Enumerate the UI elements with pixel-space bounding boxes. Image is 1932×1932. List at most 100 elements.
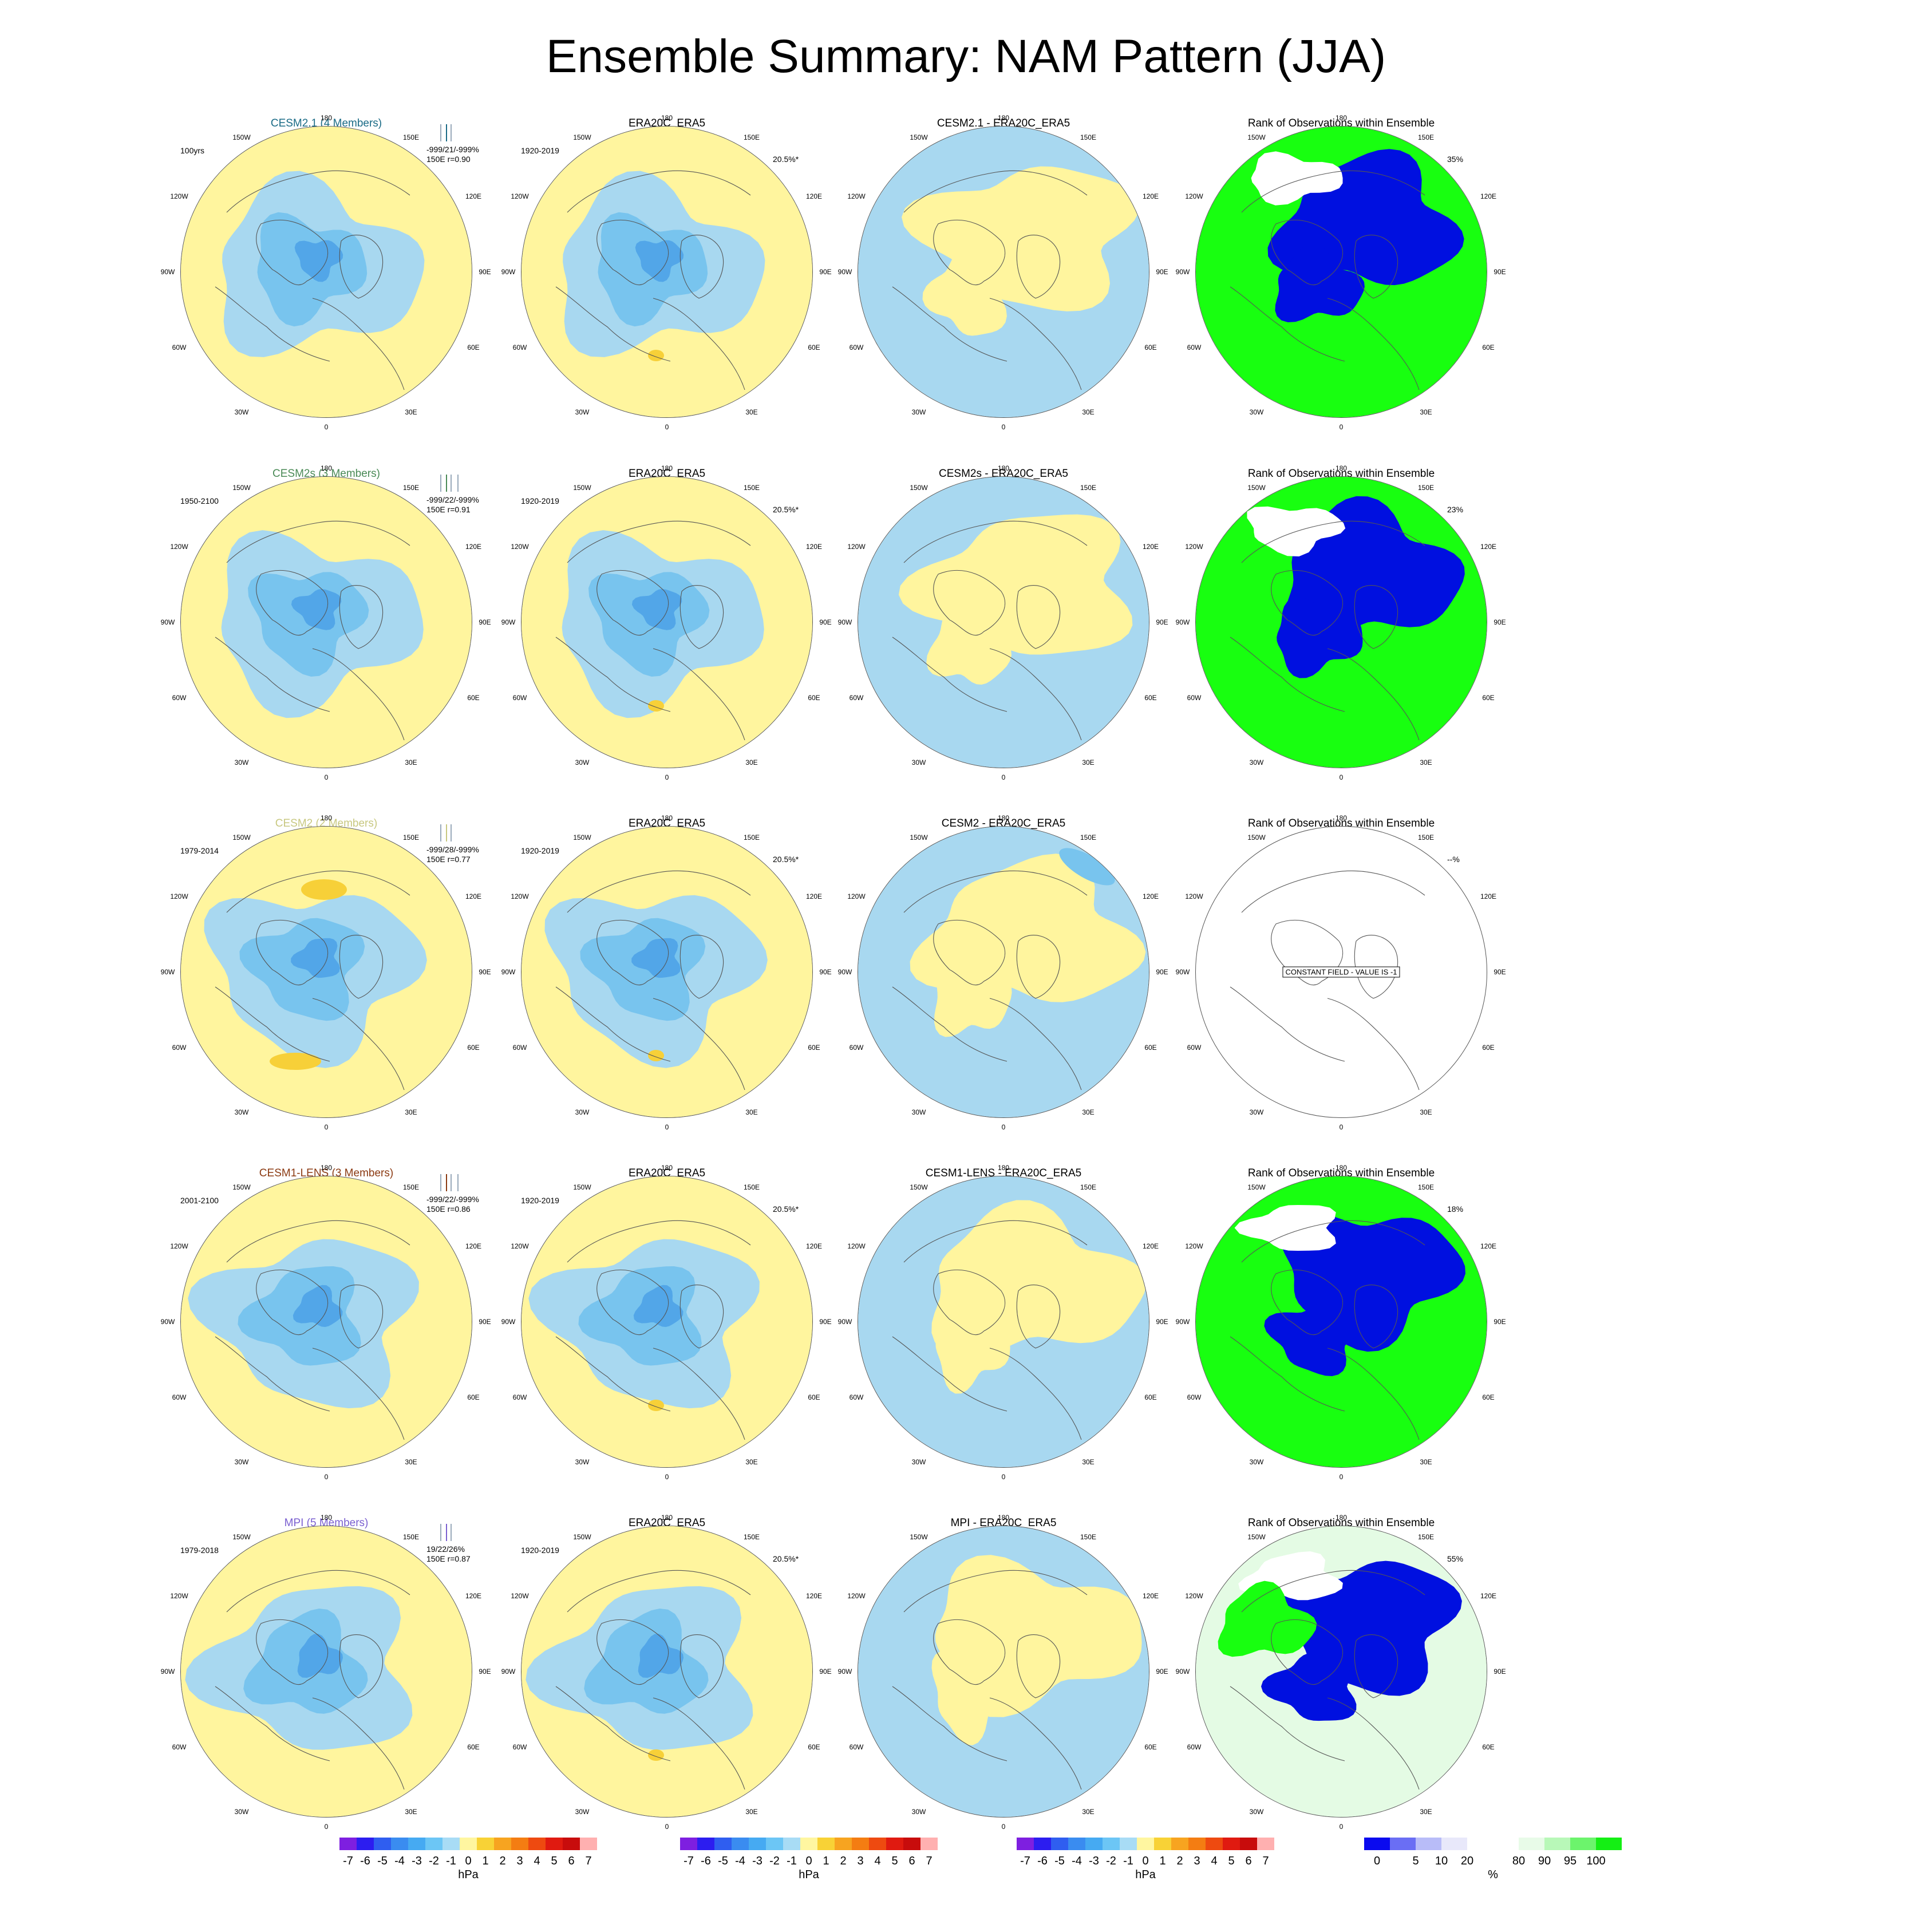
longitude-label-mid-lower-left: 60W	[512, 1743, 527, 1751]
negative-region-core	[633, 1285, 683, 1327]
colorbar-swatch	[1570, 1838, 1596, 1850]
coastline-2	[312, 998, 405, 1091]
longitude-label-mid-lower-right: 60E	[1482, 1044, 1495, 1052]
stats-variance-line: 19/22/26%	[426, 1544, 465, 1554]
coastline-2	[989, 1348, 1082, 1440]
longitude-label-left: 90W	[1175, 268, 1190, 276]
field-map	[1230, 870, 1425, 1091]
stats-variance-line: -999/21/-999%	[426, 145, 479, 154]
colorbar-swatch	[1519, 1838, 1544, 1850]
colorbar-swatch	[714, 1838, 732, 1850]
longitude-label-left: 90W	[501, 1668, 516, 1676]
longitude-label-mid-upper-left: 120W	[847, 1242, 866, 1250]
coastline-2	[312, 298, 405, 390]
longitude-label-top: 180	[997, 1164, 1010, 1172]
coastline-4	[1230, 986, 1345, 1062]
map-disc-diff	[858, 1526, 1149, 1818]
panel-title-model: CESM2 (2 Members)	[275, 817, 378, 829]
colorbar-tick-label: 7	[585, 1855, 592, 1867]
longitude-label-mid-upper-right: 120E	[805, 892, 823, 900]
coastline-3	[903, 870, 1088, 913]
positive-region-pole	[931, 1650, 1013, 1745]
colorbar-swatch	[835, 1838, 852, 1850]
longitude-label-upper-left: 150W	[573, 484, 591, 492]
coastline-2	[989, 998, 1082, 1091]
longitude-label-mid-upper-right: 120E	[465, 1242, 482, 1250]
colorbar-unit: hPa	[458, 1868, 479, 1881]
rank-mid-region	[1251, 151, 1343, 206]
longitude-label-bottom: 0	[665, 1123, 669, 1131]
colorbar-tick-label: -3	[1089, 1855, 1099, 1867]
longitude-label-mid-lower-right: 60E	[1144, 694, 1157, 702]
coastline-3	[1241, 170, 1425, 213]
colorbar-swatch	[800, 1838, 817, 1850]
longitude-label-top: 180	[997, 814, 1010, 822]
map-disc-rank	[1195, 1526, 1487, 1818]
longitude-label-mid-lower-left: 60W	[172, 694, 187, 702]
coastline-3	[226, 870, 410, 913]
rank-high-patch	[1218, 1581, 1317, 1657]
longitude-label-mid-lower-right: 60E	[1144, 1044, 1157, 1052]
longitude-label-upper-right: 150E	[402, 484, 420, 492]
panel-title-model: CESM2.1 (4 Members)	[270, 117, 382, 129]
colorbar-swatch	[1240, 1838, 1257, 1850]
colorbar-swatch	[1223, 1838, 1240, 1850]
negative-region-core	[635, 240, 684, 282]
longitude-label-upper-left: 150W	[573, 1183, 591, 1191]
colorbar-tick-label: 0	[1142, 1855, 1149, 1867]
field-map	[858, 1526, 1149, 1817]
rug-tick	[440, 1524, 441, 1541]
longitude-label-right: 90E	[479, 968, 491, 976]
colorbar-tick-label: 1	[482, 1855, 489, 1867]
longitude-label-left: 90W	[501, 268, 516, 276]
longitude-label-mid-lower-left: 60W	[849, 1044, 864, 1052]
coastline-4	[555, 1336, 671, 1412]
longitude-label-upper-left: 150W	[1247, 133, 1266, 141]
field-map	[858, 477, 1149, 768]
longitude-label-mid-upper-left: 120W	[511, 192, 529, 200]
colorbar-tick-label: -4	[1072, 1855, 1082, 1867]
longitude-label-lower-left: 30W	[1249, 758, 1264, 767]
coastline-0	[1271, 219, 1343, 286]
longitude-label-right: 90E	[479, 268, 491, 276]
coastline-3	[226, 1570, 410, 1613]
rank-mid-region	[1234, 1205, 1336, 1251]
model-stats: -999/21/-999% 150E r=0.90	[426, 145, 479, 164]
coastline-3	[567, 520, 751, 563]
coastline-0	[256, 570, 328, 636]
colorbar-tick-label: -4	[735, 1855, 745, 1867]
colorbar-swatch	[1257, 1838, 1274, 1850]
longitude-label-lower-left: 30W	[234, 1458, 249, 1466]
rug-tick	[446, 1524, 447, 1541]
coastline-0	[596, 1619, 669, 1685]
longitude-label-mid-lower-left: 60W	[1187, 1743, 1202, 1751]
colorbar-tick-label: -3	[412, 1855, 422, 1867]
longitude-label-upper-left: 150W	[232, 133, 251, 141]
colorbar-swatch	[920, 1838, 938, 1850]
colorbar-swatch	[1416, 1838, 1441, 1850]
longitude-label-mid-upper-left: 120W	[847, 1592, 866, 1600]
rank-low-region-pole	[1275, 244, 1365, 322]
panel-title-rank: Rank of Observations within Ensemble	[1247, 1517, 1435, 1529]
negative-region-core	[293, 1285, 343, 1327]
coastline-2	[312, 1348, 405, 1440]
coastline-1	[679, 235, 724, 299]
negative-region-core	[291, 588, 342, 630]
longitude-label-left: 90W	[160, 968, 175, 976]
coastline-4	[555, 286, 671, 362]
coastline-1	[679, 1285, 724, 1349]
coastline-1	[1354, 1285, 1398, 1349]
field-map	[858, 127, 1149, 417]
longitude-label-mid-upper-left: 120W	[511, 892, 529, 900]
longitude-label-mid-upper-left: 120W	[170, 1242, 188, 1250]
rank-low-region-pole	[1277, 597, 1363, 678]
colorbar-swatch	[680, 1838, 697, 1850]
longitude-label-left: 90W	[501, 618, 516, 626]
coastline-0	[933, 1269, 1005, 1336]
rug-tick	[457, 1174, 459, 1191]
longitude-label-lower-right: 30E	[745, 1808, 758, 1816]
colorbar-swatch	[1154, 1838, 1171, 1850]
longitude-label-mid-upper-right: 120E	[805, 1242, 823, 1250]
longitude-label-top: 180	[997, 464, 1010, 472]
field-map	[858, 1176, 1149, 1467]
